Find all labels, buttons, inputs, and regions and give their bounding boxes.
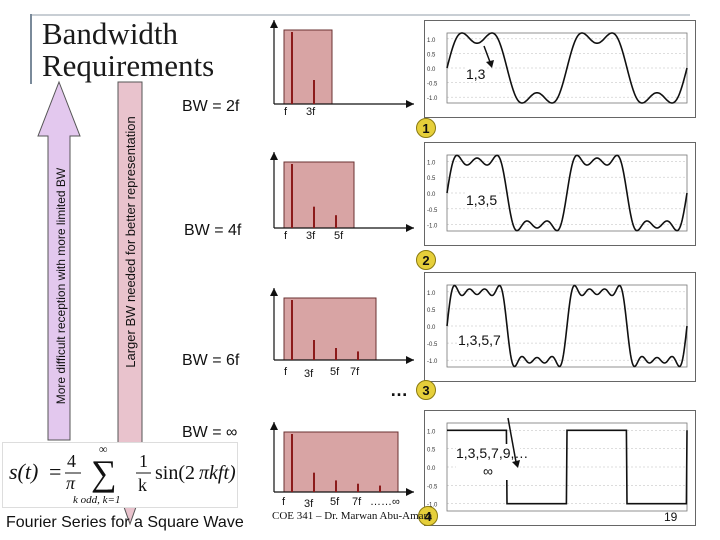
row-badge-3: 3 (416, 380, 436, 400)
spectrum-y-arrowhead (270, 288, 278, 296)
freq-label-2-2: 3f (306, 230, 316, 242)
freq-label-3-2: 3f (304, 368, 314, 380)
spectrum-y-arrowhead (270, 422, 278, 430)
row-badge-2: 2 (416, 250, 436, 270)
svg-text:s(t): s(t) (9, 459, 38, 484)
freq-label-3-4: 7f (350, 366, 360, 378)
wave-y-tick: 1.0 (427, 429, 436, 435)
freq-label-2-1: f (284, 230, 288, 242)
wave-y-tick: -1.0 (427, 224, 438, 230)
freq-label-4-2: 3f (304, 498, 314, 510)
harmonics-label-4: 1,3,5,7,9,…∞ (456, 444, 529, 480)
slide-footer: COE 341 – Dr. Marwan Abu-Amara (272, 510, 433, 522)
spectrum-x-arrowhead (406, 488, 414, 496)
bw-label-3: BW = 6f (182, 352, 240, 369)
freq-label-4-5: ……∞ (370, 496, 400, 508)
wave-y-tick: 0.0 (427, 67, 436, 73)
svg-text:k: k (138, 475, 147, 495)
freq-label-1-2: 3f (306, 106, 316, 118)
waveform-plot-2: 1.0 0.5 0.0 -0.5 -1.0 (427, 154, 688, 232)
waveform-curve (446, 154, 688, 232)
row-badge-4: 4 (418, 506, 438, 526)
spectrum-x-arrowhead (406, 100, 414, 108)
wave-y-tick: 1.0 (427, 291, 436, 297)
harmonics-label-2: 1,3,5 (466, 192, 498, 208)
wave-y-tick: 0.0 (427, 325, 436, 331)
wave-y-tick: -0.5 (427, 82, 438, 88)
title-line-1: Bandwidth (42, 16, 179, 51)
wave-y-tick: 0.5 (427, 448, 436, 454)
fourier-equation: s(t) = 4 π ∞ ∑ k odd, k=1 1 k sin(2 πkft… (2, 442, 238, 508)
wave-y-tick: 1.0 (427, 160, 436, 166)
svg-text:πkft): πkft) (199, 462, 236, 484)
harmonics-label-1: 1,3 (466, 66, 486, 82)
spectrum-x-arrowhead (406, 356, 414, 364)
freq-label-1-1: f (284, 106, 288, 118)
svg-text:k odd, k=1: k odd, k=1 (73, 494, 120, 506)
wave-y-tick: 0.0 (427, 466, 436, 472)
wave-y-tick: 0.5 (427, 176, 436, 182)
page-number: 19 (664, 510, 678, 524)
slide-title: Bandwidth Requirements (42, 18, 214, 82)
wave-y-tick: -1.0 (427, 359, 438, 365)
wave-y-tick: -1.0 (427, 503, 438, 509)
wave-y-tick: 0.0 (427, 192, 436, 198)
svg-text:π: π (66, 473, 76, 493)
waveform-curve (446, 32, 688, 104)
spectrum-chart-3 (270, 288, 414, 364)
waveform-curve (447, 429, 688, 505)
svg-text:∞: ∞ (99, 443, 108, 456)
freq-label-3-3: 5f (330, 366, 340, 378)
spectrum-chart-1 (270, 20, 414, 108)
up-arrow-graphic (37, 80, 81, 441)
equation-graphic: s(t) = 4 π ∞ ∑ k odd, k=1 1 k sin(2 πkft… (9, 442, 236, 506)
wave-y-tick: 0.5 (427, 52, 436, 58)
spectrum-y-arrowhead (270, 152, 278, 160)
spectrum-chart-2 (270, 152, 414, 232)
bw-label-4: BW = ∞ (182, 424, 238, 441)
svg-text:=: = (49, 459, 61, 484)
spectrum-band (283, 297, 377, 361)
row-3-ellipsis: … (390, 380, 408, 400)
title-side-rule (30, 14, 32, 84)
bw-label-1: BW = 2f (182, 98, 240, 115)
svg-text:1: 1 (139, 451, 148, 471)
svg-text:4: 4 (67, 451, 76, 471)
freq-label-3-1: f (284, 366, 288, 378)
row-badge-1: 1 (416, 118, 436, 138)
wave-y-tick: -0.5 (427, 208, 438, 214)
title-rule (30, 14, 690, 16)
wave-y-tick: 0.5 (427, 308, 436, 314)
spectrum-band (283, 431, 399, 493)
title-line-2: Requirements (42, 48, 215, 83)
slide-caption: Fourier Series for a Square Wave (6, 514, 244, 531)
svg-text:∑: ∑ (91, 453, 117, 493)
bw-label-2: BW = 4f (184, 222, 242, 239)
wave-y-tick: -0.5 (427, 342, 438, 348)
spectrum-chart-4 (270, 422, 414, 496)
wave-y-tick: -1.0 (427, 96, 438, 102)
spectrum-y-arrowhead (270, 20, 278, 28)
freq-label-4-3: 5f (330, 496, 340, 508)
waveform-panel-3: 1.0 0.5 0.0 -0.5 -1.0 (424, 272, 696, 382)
harmonics-label-3: 1,3,5,7 (458, 332, 501, 348)
freq-label-4-1: f (282, 496, 286, 508)
wave-y-tick: 1.0 (427, 38, 436, 44)
spectrum-x-arrowhead (406, 224, 414, 232)
waveform-curve (446, 284, 688, 368)
svg-text:sin(2: sin(2 (155, 462, 195, 484)
freq-label-4-4: 7f (352, 496, 362, 508)
freq-label-2-3: 5f (334, 230, 344, 242)
wave-y-tick: -0.5 (427, 484, 438, 490)
